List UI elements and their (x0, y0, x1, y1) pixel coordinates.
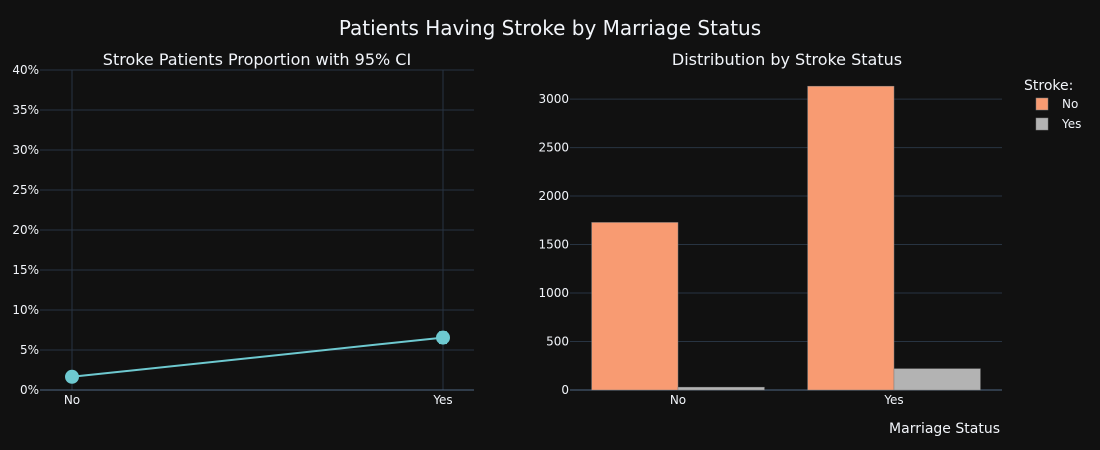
proportion-y-tick-label: 0% (20, 383, 39, 397)
proportion-y-tick-label: 5% (20, 343, 39, 357)
legend-swatch-yes (1035, 117, 1049, 131)
proportion-chart-title: Stroke Patients Proportion with 95% CI (103, 50, 411, 69)
legend: Stroke: No Yes (1024, 78, 1081, 131)
distribution-panel: Distribution by Stroke Status 0 500 1000 15… (538, 50, 1002, 437)
proportion-point (436, 330, 450, 345)
distribution-y-tick-label: 1000 (538, 286, 569, 300)
legend-swatch-no (1035, 97, 1049, 111)
proportion-y-tick-label: 10% (12, 303, 39, 317)
legend-title: Stroke: (1024, 78, 1073, 94)
proportion-series-line (71, 336, 444, 378)
legend-label-no: No (1062, 97, 1078, 111)
distribution-y-tick-label: 500 (546, 335, 569, 349)
proportion-marks (65, 330, 450, 384)
distribution-chart-title: Distribution by Stroke Status (672, 50, 902, 69)
distribution-bars (591, 85, 981, 391)
distribution-y-tick-label: 0 (561, 383, 569, 397)
bar-no-yes (807, 85, 895, 391)
proportion-x-tick-label: No (64, 393, 80, 407)
proportion-gridlines (40, 69, 474, 391)
bar-yes-yes (893, 368, 981, 391)
proportion-y-ticks: 0% 5% 10% 15% 20% 25% 30% 35% 40% (12, 63, 39, 397)
distribution-y-tick-label: 3000 (538, 92, 569, 106)
figure-title: Patients Having Stroke by Marriage Statu… (339, 16, 761, 40)
distribution-y-ticks: 0 500 1000 1500 2000 2500 3000 (538, 92, 569, 397)
distribution-x-ticks: No Yes (670, 393, 904, 407)
bar-no-no (591, 222, 679, 391)
proportion-y-tick-label: 15% (12, 263, 39, 277)
distribution-y-tick-label: 2000 (538, 189, 569, 203)
distribution-x-tick-label: No (670, 393, 686, 407)
distribution-x-tick-label: Yes (883, 393, 903, 407)
bar-yes-no (677, 386, 765, 391)
legend-items: No Yes (1035, 97, 1081, 131)
proportion-y-tick-label: 40% (12, 63, 39, 77)
proportion-y-tick-label: 35% (12, 103, 39, 117)
distribution-y-tick-label: 2500 (538, 141, 569, 155)
proportion-y-tick-label: 20% (12, 223, 39, 237)
legend-label-yes: Yes (1061, 117, 1081, 131)
proportion-x-ticks: No Yes (64, 393, 453, 407)
proportion-y-tick-label: 30% (12, 143, 39, 157)
proportion-y-tick-label: 25% (12, 183, 39, 197)
proportion-panel: Stroke Patients Proportion with 95% CI 0… (12, 50, 474, 407)
x-axis-title: Marriage Status (889, 421, 1000, 437)
proportion-point (65, 369, 79, 384)
distribution-y-tick-label: 1500 (538, 238, 569, 252)
proportion-x-tick-label: Yes (432, 393, 452, 407)
